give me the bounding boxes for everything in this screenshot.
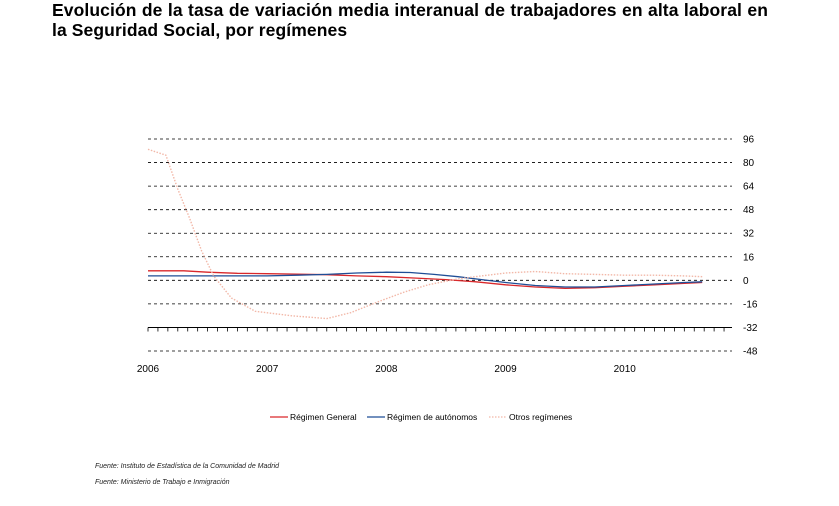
x-tick-label: 2007 xyxy=(256,364,279,375)
series-line-2 xyxy=(148,271,703,288)
y-tick-label: 16 xyxy=(743,252,755,263)
x-tick-label: 2006 xyxy=(137,364,160,375)
series-line-3 xyxy=(147,148,703,320)
x-tick-label: 2009 xyxy=(494,364,517,375)
legend-label: Otros regímenes xyxy=(509,412,572,422)
series-line-1 xyxy=(148,270,703,290)
chart-gridlines xyxy=(147,138,732,352)
chart-series-lines xyxy=(147,148,703,320)
y-tick-label: 0 xyxy=(743,276,749,287)
page-title: Evolución de la tasa de variación media … xyxy=(52,0,768,40)
source-note-2: Fuente: Ministerio de Trabajo e Inmigrac… xyxy=(95,479,230,486)
y-tick-label: -48 xyxy=(743,347,758,358)
y-tick-label: -16 xyxy=(743,299,758,310)
x-tick-label: 2008 xyxy=(375,364,398,375)
y-tick-label: 32 xyxy=(743,229,755,240)
x-axis-tick-labels: 2006 2007 2008 2009 2010 xyxy=(137,364,636,375)
y-tick-label: 64 xyxy=(743,182,755,193)
y-tick-label: 96 xyxy=(743,135,755,146)
y-axis-tick-labels: 96 80 64 48 32 16 0 -16 -32 -48 xyxy=(743,135,758,358)
y-tick-label: -32 xyxy=(743,323,758,334)
y-tick-label: 80 xyxy=(743,158,755,169)
chart-legend: Régimen General Régimen de autónomos Otros… xyxy=(270,412,572,422)
y-tick-label: 48 xyxy=(743,205,755,216)
x-tick-label: 2010 xyxy=(614,364,637,375)
source-note-1: Fuente: Instituto de Estadística de la C… xyxy=(95,463,280,470)
legend-label: Régimen General xyxy=(290,412,357,422)
legend-label: Régimen de autónomos xyxy=(387,412,477,422)
